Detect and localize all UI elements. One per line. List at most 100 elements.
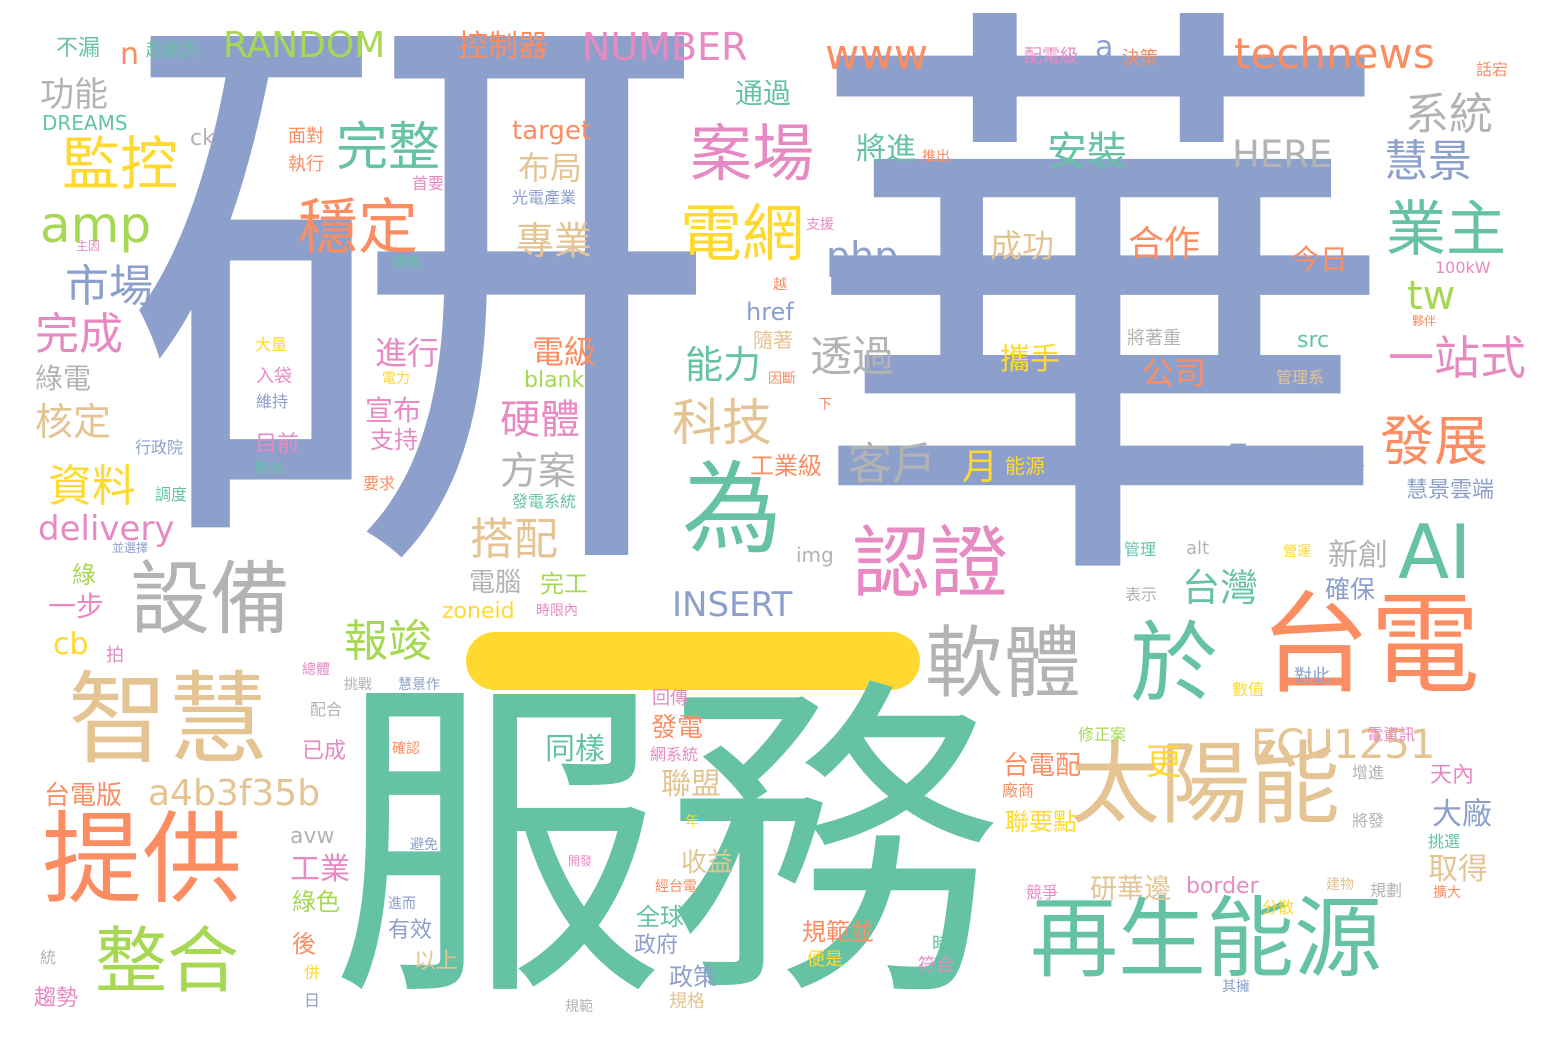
word-cloud-word: 分散 xyxy=(1262,898,1295,917)
word-cloud-word: 回傳 xyxy=(652,688,688,709)
word-cloud-word: 研 xyxy=(120,0,720,649)
word-cloud-word: 報竣 xyxy=(344,616,432,667)
word-cloud-word: 有效 xyxy=(388,918,433,943)
word-cloud-word: 將著重 xyxy=(1127,328,1181,349)
word-cloud-word: 修正案 xyxy=(1078,725,1127,744)
word-cloud-word: 建物 xyxy=(1326,877,1354,893)
word-cloud-word: 天內 xyxy=(1430,763,1475,788)
word-cloud-word: a xyxy=(1095,30,1114,65)
word-cloud-word: 綠電 xyxy=(35,362,92,395)
word-cloud-word: 以上 xyxy=(414,949,459,974)
word-cloud-word: 開始 xyxy=(255,461,283,477)
word-cloud-word: 挑戰 xyxy=(344,677,372,693)
word-cloud-word: 整合 xyxy=(95,919,240,1003)
word-cloud-word: 其擁 xyxy=(1222,979,1250,995)
word-cloud-word: ECU1251 xyxy=(1251,722,1436,768)
word-cloud-word: src xyxy=(1297,328,1330,353)
word-cloud-word: target xyxy=(512,116,592,146)
word-cloud-word: 拍 xyxy=(106,645,124,666)
word-cloud-word: amp xyxy=(40,196,152,254)
word-cloud-word: 進而 xyxy=(388,896,416,912)
word-cloud-word: 將進 xyxy=(856,132,916,167)
word-cloud-word: 軟體 xyxy=(925,619,1082,709)
word-cloud-word: 取得 xyxy=(1428,852,1488,887)
word-cloud-word: HERE xyxy=(1232,133,1333,176)
word-cloud-word: 再生能源 xyxy=(1030,887,1383,990)
word-cloud-word: 因斷 xyxy=(768,371,796,387)
word-cloud-word: php xyxy=(826,234,899,278)
word-cloud-word: 不漏 xyxy=(56,36,101,61)
word-cloud-word: 調度 xyxy=(155,485,188,504)
word-cloud-word: 資料 xyxy=(48,461,136,512)
word-cloud-word: 同樣 xyxy=(545,732,605,767)
word-cloud-word: 首要 xyxy=(412,174,445,193)
word-cloud-word: 規劃 xyxy=(1370,881,1403,900)
word-cloud-word: technews xyxy=(1234,29,1435,78)
word-cloud-word: 完工 xyxy=(540,570,588,598)
word-cloud-word: 完整 xyxy=(336,118,441,178)
word-cloud-word: 發電系統 xyxy=(512,492,577,511)
word-cloud-word: 規格 xyxy=(669,991,705,1012)
word-cloud-word: 增進 xyxy=(1352,763,1385,782)
word-cloud-word: blank xyxy=(524,368,585,393)
word-cloud-word: 管理系 xyxy=(1276,368,1325,387)
word-cloud-word: 一站式 xyxy=(1388,331,1526,385)
word-cloud-word: 決策 xyxy=(1122,48,1158,69)
word-cloud-word: 統 xyxy=(40,948,57,967)
word-cloud-word: AI xyxy=(1398,508,1472,596)
word-cloud-word: 趨勢 xyxy=(34,986,79,1011)
word-cloud-word: 收益 xyxy=(681,848,734,878)
word-cloud-word: 通過 xyxy=(735,77,792,110)
word-cloud-word: 月 xyxy=(962,447,999,488)
word-cloud-word: 穩定 xyxy=(298,193,418,263)
word-cloud-word: 擴大 xyxy=(1433,885,1461,901)
word-cloud-word: 發展 xyxy=(1380,410,1488,473)
word-cloud-word: 攜手 xyxy=(1000,342,1060,377)
word-cloud-word: 維持 xyxy=(256,392,289,411)
word-cloud-word: 搭配 xyxy=(470,514,558,565)
word-cloud-word: 今日 xyxy=(1292,243,1349,276)
word-cloud-word: 大廠 xyxy=(1432,797,1492,832)
word-cloud-word: 電網 xyxy=(680,197,805,270)
word-cloud-word: 廠商 xyxy=(1002,781,1035,800)
word-cloud-word: 政府 xyxy=(634,933,679,958)
word-cloud-word: DREAMS xyxy=(42,111,128,135)
word-cloud-word: 策略 xyxy=(1305,448,1365,483)
word-cloud-word: 華 xyxy=(800,0,1400,659)
word-cloud-word: 設備 xyxy=(130,553,290,646)
word-cloud-word: 工業級 xyxy=(750,452,822,480)
word-cloud-word: 功能 xyxy=(40,75,108,115)
word-cloud-word: 系統 xyxy=(1405,89,1493,140)
word-cloud-word: 更 xyxy=(1146,742,1183,783)
word-cloud-word: 併 xyxy=(304,963,321,982)
word-cloud-word: 支援 xyxy=(806,217,834,233)
word-cloud-word: 台電 xyxy=(1260,581,1480,709)
word-cloud-word: 主因 xyxy=(76,239,101,253)
word-cloud-word: 監控 xyxy=(62,130,179,198)
word-cloud-word: 目前 xyxy=(255,432,300,457)
word-cloud-word: 隨著 xyxy=(753,328,793,352)
word-cloud-word: 下 xyxy=(818,397,832,413)
word-cloud-word: ck xyxy=(190,126,215,151)
word-cloud-word: 對此 xyxy=(1294,666,1330,687)
word-cloud-word: 挑選 xyxy=(1428,832,1461,851)
word-cloud-word: 進行 xyxy=(375,334,440,372)
word-cloud-word: 日 xyxy=(304,991,321,1010)
word-cloud-word: 電資訊 xyxy=(1367,725,1416,744)
word-cloud-word: 宣布 xyxy=(365,394,422,427)
word-cloud-word: 提供 xyxy=(42,801,242,918)
word-cloud-word: 光電產業 xyxy=(512,188,577,207)
word-cloud-word: 市場 xyxy=(65,261,153,312)
word-cloud-word: 安裝 xyxy=(1047,129,1127,175)
word-cloud-word: www5 xyxy=(1128,437,1252,483)
word-cloud-word: 慧景作 xyxy=(398,677,440,693)
word-cloud-word: 台電配 xyxy=(1003,751,1082,781)
word-cloud-word: 科技 xyxy=(672,394,772,452)
word-cloud-word: delivery xyxy=(38,509,175,549)
word-cloud-word: 成功 xyxy=(990,227,1055,265)
word-cloud-word: 客戶 xyxy=(848,439,936,490)
word-cloud-word: 慧景 xyxy=(1384,136,1472,187)
word-cloud-word: 業主 xyxy=(1386,195,1506,265)
word-cloud-word: 表示 xyxy=(1125,585,1158,604)
word-cloud-word: 合作 xyxy=(1128,224,1201,265)
